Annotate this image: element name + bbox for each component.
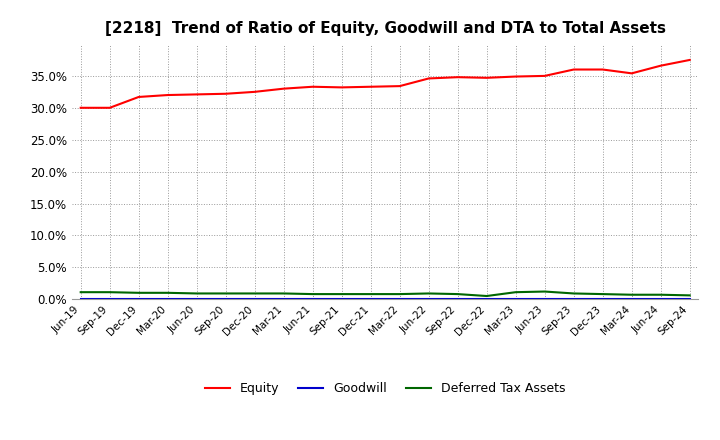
Goodwill [424, 297, 433, 302]
Line: Deferred Tax Assets: Deferred Tax Assets [81, 292, 690, 296]
Goodwill [251, 297, 259, 302]
Equity [511, 74, 520, 79]
Deferred Tax Assets [570, 291, 578, 296]
Deferred Tax Assets [135, 290, 143, 296]
Deferred Tax Assets [192, 291, 201, 296]
Equity [424, 76, 433, 81]
Goodwill [308, 297, 317, 302]
Goodwill [76, 297, 85, 302]
Goodwill [511, 297, 520, 302]
Equity [482, 75, 491, 81]
Goodwill [570, 297, 578, 302]
Deferred Tax Assets [657, 292, 665, 297]
Deferred Tax Assets [76, 290, 85, 295]
Goodwill [657, 297, 665, 302]
Equity [338, 85, 346, 90]
Deferred Tax Assets [308, 291, 317, 297]
Deferred Tax Assets [627, 292, 636, 297]
Line: Equity: Equity [81, 60, 690, 108]
Deferred Tax Assets [338, 291, 346, 297]
Legend: Equity, Goodwill, Deferred Tax Assets: Equity, Goodwill, Deferred Tax Assets [200, 377, 570, 400]
Goodwill [135, 297, 143, 302]
Equity [685, 57, 694, 62]
Deferred Tax Assets [598, 291, 607, 297]
Goodwill [338, 297, 346, 302]
Goodwill [395, 297, 404, 302]
Equity [135, 94, 143, 99]
Deferred Tax Assets [395, 291, 404, 297]
Equity [308, 84, 317, 89]
Goodwill [105, 297, 114, 302]
Deferred Tax Assets [424, 291, 433, 296]
Equity [395, 84, 404, 89]
Equity [454, 74, 462, 80]
Deferred Tax Assets [221, 291, 230, 296]
Equity [627, 71, 636, 76]
Equity [541, 73, 549, 78]
Equity [279, 86, 288, 92]
Equity [366, 84, 375, 89]
Goodwill [627, 297, 636, 302]
Deferred Tax Assets [482, 293, 491, 299]
Goodwill [541, 297, 549, 302]
Deferred Tax Assets [511, 290, 520, 295]
Deferred Tax Assets [251, 291, 259, 296]
Deferred Tax Assets [163, 290, 172, 296]
Deferred Tax Assets [454, 291, 462, 297]
Deferred Tax Assets [105, 290, 114, 295]
Deferred Tax Assets [541, 289, 549, 294]
Equity [105, 105, 114, 110]
Deferred Tax Assets [685, 293, 694, 298]
Deferred Tax Assets [279, 291, 288, 296]
Equity [570, 67, 578, 72]
Goodwill [279, 297, 288, 302]
Goodwill [598, 297, 607, 302]
Equity [192, 92, 201, 97]
Equity [76, 105, 85, 110]
Equity [657, 63, 665, 68]
Equity [163, 92, 172, 98]
Title: [2218]  Trend of Ratio of Equity, Goodwill and DTA to Total Assets: [2218] Trend of Ratio of Equity, Goodwil… [104, 21, 666, 36]
Goodwill [454, 297, 462, 302]
Equity [251, 89, 259, 95]
Goodwill [482, 297, 491, 302]
Goodwill [366, 297, 375, 302]
Goodwill [192, 297, 201, 302]
Equity [221, 91, 230, 96]
Goodwill [221, 297, 230, 302]
Deferred Tax Assets [366, 291, 375, 297]
Goodwill [685, 297, 694, 302]
Goodwill [163, 297, 172, 302]
Equity [598, 67, 607, 72]
